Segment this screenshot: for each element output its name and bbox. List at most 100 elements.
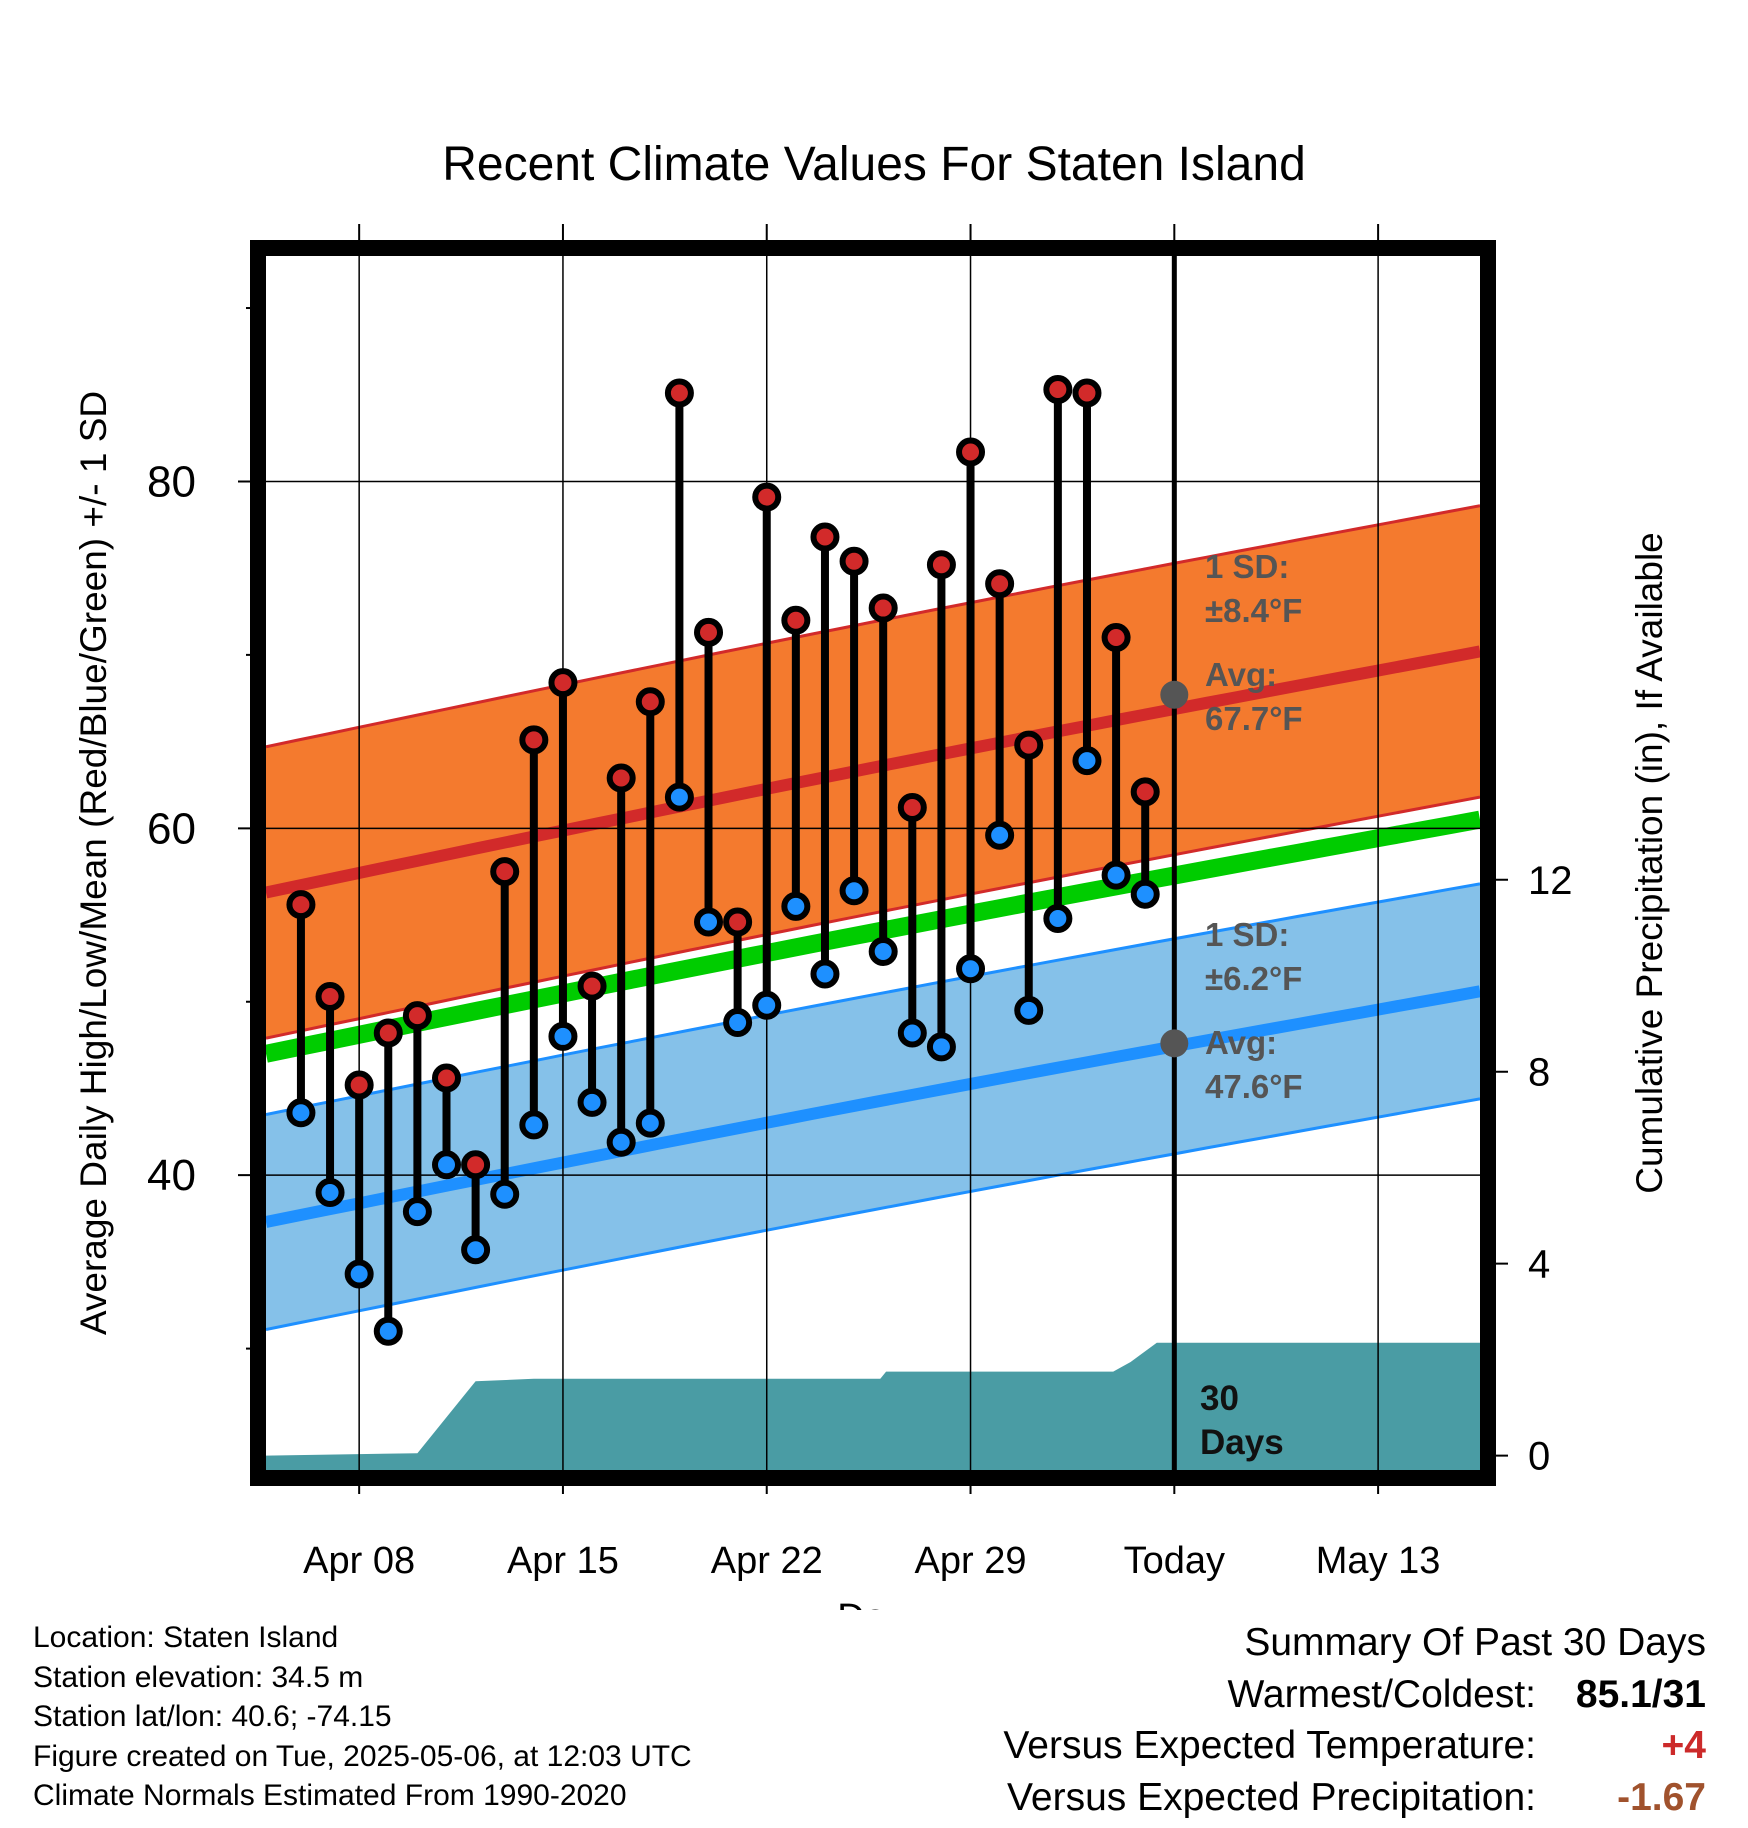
daily-low-point [956,954,986,984]
precipitation-area [266,1342,1480,1470]
daily-high-point [344,1070,374,1100]
daily-high-point [490,857,520,887]
daily-high-point [810,522,840,552]
daily-low-point [373,1316,403,1346]
daily-low-point [1072,746,1102,776]
x-axis-label: Day [837,1597,905,1610]
daily-low-point [577,1087,607,1117]
daily-high-point [286,890,316,920]
daily-low-point [1101,860,1131,890]
high-sd-lower-edge [266,795,1480,1040]
high-avg-label: Avg: [1205,656,1277,693]
x-tick-label: May 13 [1316,1540,1441,1582]
daily-high-point [1101,623,1131,653]
daily-high-point [985,569,1015,599]
summary-warmest-row: Warmest/Coldest: 85.1/31 [1003,1669,1706,1721]
daily-range-series [286,375,1160,1346]
daily-high-point [1043,375,1073,405]
high-avg-value: 67.7°F [1205,700,1303,737]
y-left-tick-label: 60 [147,804,196,853]
daily-low-point [839,876,869,906]
y-axis-left-label: Average Daily High/Low/Mean (Red/Blue/Gr… [73,391,114,1335]
daily-low-point [548,1021,578,1051]
daily-high-point [402,1001,432,1031]
summary-heading: Summary Of Past 30 Days [1244,1621,1706,1664]
summary-temp-label: Versus Expected Temperature: [1003,1724,1536,1767]
high-sd-label: 1 SD: [1205,548,1289,585]
x-tick-label: Apr 15 [507,1540,619,1582]
high-avg-today-point [1160,680,1189,709]
normal-bands [266,504,1480,1331]
low-sd-value: ±6.2°F [1205,960,1302,997]
y-right-tick-label: 12 [1528,859,1573,903]
high-sd-upper-edge [266,504,1480,749]
daily-low-point [781,891,811,921]
y-axis-right-label: Cumulative Precipitation (in), If Availa… [1629,532,1670,1194]
normal-mean-line [266,810,1480,1063]
daily-high-point [664,378,694,408]
daily-low-point [1014,995,1044,1025]
daily-low-point [402,1197,432,1227]
daily-high-point [577,971,607,1001]
days-label-line2: Days [1200,1423,1284,1462]
daily-high-point [548,668,578,698]
days-label-line1: 30 [1200,1379,1239,1418]
daily-low-point [461,1235,491,1265]
summary-temp-row: Versus Expected Temperature: +4 [1003,1720,1706,1772]
daily-low-point [431,1150,461,1180]
summary-precip-label: Versus Expected Precipitation: [1007,1775,1536,1819]
daily-high-point [956,437,986,467]
daily-low-point [752,990,782,1020]
daily-high-point [1014,730,1044,760]
normal-high-line [266,645,1480,899]
info-elevation: Station elevation: 34.5 m [33,1660,364,1694]
y-right-tick-label: 8 [1528,1051,1550,1095]
high-sd-value: ±8.4°F [1205,592,1302,629]
y-left-tick-label: 40 [147,1151,196,1200]
daily-high-point [519,725,549,755]
low-avg-value: 47.6°F [1205,1068,1303,1105]
daily-high-point [897,793,927,823]
x-tick-label: Today [1124,1540,1225,1582]
daily-low-point [286,1098,316,1128]
x-tick-label: Apr 22 [711,1540,823,1582]
daily-low-point [606,1127,636,1157]
daily-high-point [1072,378,1102,408]
daily-low-point [1130,879,1160,909]
daily-high-point [315,982,345,1012]
daily-high-point [635,687,665,717]
daily-low-point [344,1259,374,1289]
annotations: 1 SD: ±8.4°F Avg: 67.7°F 1 SD: ±6.2°F Av… [1200,548,1303,1462]
daily-high-point [431,1063,461,1093]
y-right-tick-label: 4 [1528,1243,1550,1287]
x-tick-label: Apr 29 [915,1540,1027,1582]
daily-high-point [606,763,636,793]
climate-chart: Recent Climate Values For Staten Island … [73,138,1670,1610]
summary-warmest-value: 85.1/31 [1575,1672,1706,1716]
plot-frame [250,240,1496,1486]
daily-low-point [897,1018,927,1048]
daily-high-point [373,1018,403,1048]
summary-temp-value: +4 [1661,1724,1706,1767]
chart-title: Recent Climate Values For Staten Island [442,138,1306,191]
daily-low-point [1043,903,1073,933]
daily-low-point [926,1032,956,1062]
daily-high-point [1130,777,1160,807]
info-latlon: Station lat/lon: 40.6; -74.15 [33,1700,392,1733]
summary-panel: Summary Of Past 30 Days Warmest/Coldest:… [1003,1617,1706,1823]
x-tick-label: Apr 08 [303,1540,415,1582]
axes: Apr 08 Apr 15 Apr 22 Apr 29 Today May 1340608… [147,224,1573,1582]
y-right-tick-label: 0 [1528,1435,1550,1479]
normal-low-line [266,985,1480,1228]
daily-low-point [868,936,898,966]
info-normals: Climate Normals Estimated From 1990-2020 [33,1779,627,1812]
daily-low-point [694,907,724,937]
y-left-tick-label: 80 [147,457,196,506]
low-sd-upper-edge [266,882,1480,1116]
daily-high-point [694,617,724,647]
low-avg-today-point [1160,1029,1189,1058]
info-created: Figure created on Tue, 2025-05-06, at 12… [33,1739,692,1773]
daily-high-point [926,550,956,580]
summary-warmest-label: Warmest/Coldest: [1227,1672,1536,1716]
daily-high-point [752,482,782,512]
